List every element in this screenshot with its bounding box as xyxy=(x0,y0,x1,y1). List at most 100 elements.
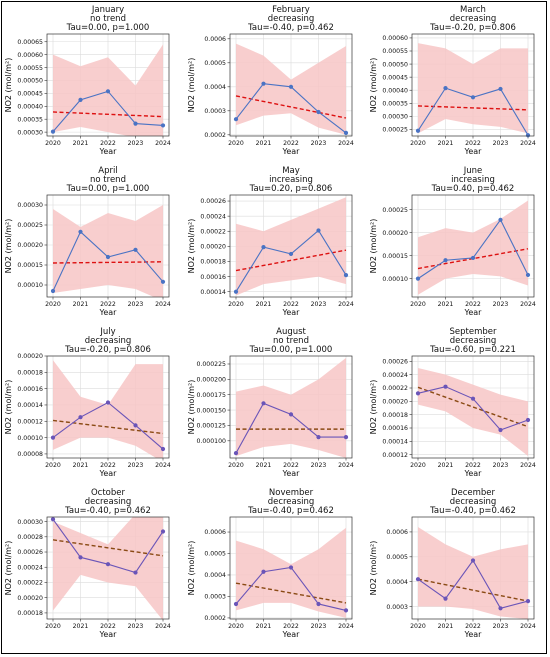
y-tick-label: 0.00035 xyxy=(17,116,43,123)
data-point xyxy=(105,254,111,260)
data-point xyxy=(316,601,321,607)
data-point xyxy=(343,272,349,278)
data-point xyxy=(498,217,503,222)
y-tick-label: 0.000150 xyxy=(196,407,226,414)
x-tick-label: 2022 xyxy=(465,301,481,308)
y-axis-label: NO2 (mol/m²) xyxy=(4,541,13,596)
x-tick-label: 2021 xyxy=(73,301,89,308)
x-tick-label: 2020 xyxy=(410,140,426,147)
chart-stats: Tau=-0.20, p=0.806 xyxy=(429,23,516,33)
x-tick-label: 2022 xyxy=(283,140,299,147)
y-tick-label: 0.00010 xyxy=(17,435,43,442)
y-axis-label: NO2 (mol/m²) xyxy=(4,380,13,435)
y-tick-label: 0.0006 xyxy=(204,529,226,536)
x-tick-label: 2021 xyxy=(256,140,272,147)
data-point xyxy=(160,123,166,128)
y-tick-label: 0.00008 xyxy=(17,451,43,458)
x-tick-label: 2022 xyxy=(100,301,116,308)
chart-title: September xyxy=(450,327,497,337)
data-point xyxy=(415,391,421,396)
data-point xyxy=(50,288,56,294)
x-axis-label: Year xyxy=(282,147,301,156)
data-point xyxy=(78,415,83,420)
y-tick-label: 0.00025 xyxy=(382,207,408,214)
confidence-band xyxy=(236,197,346,296)
x-tick-label: 2021 xyxy=(438,462,454,469)
plot-area xyxy=(411,194,535,298)
y-axis-label: NO2 (mol/m²) xyxy=(187,380,196,435)
x-tick-label: 2020 xyxy=(228,140,244,147)
x-axis-label: Year xyxy=(282,469,301,478)
x-axis-label: Year xyxy=(99,469,118,478)
data-point xyxy=(470,558,476,563)
data-point xyxy=(443,258,448,263)
x-tick-label: 2023 xyxy=(311,462,327,469)
y-tick-label: 0.00026 xyxy=(382,359,408,366)
x-tick-label: 2021 xyxy=(438,301,454,308)
y-tick-label: 0.00018 xyxy=(17,610,43,617)
y-tick-label: 0.0003 xyxy=(204,594,226,601)
data-point xyxy=(78,229,83,234)
y-tick-label: 0.0003 xyxy=(204,108,226,115)
x-tick-label: 2022 xyxy=(100,140,116,147)
y-tick-label: 0.00026 xyxy=(17,549,43,556)
plot-area xyxy=(229,355,353,459)
y-tick-label: 0.00045 xyxy=(382,74,408,81)
x-tick-label: 2021 xyxy=(73,623,89,630)
data-point xyxy=(288,412,294,417)
y-tick-label: 0.00020 xyxy=(200,244,226,251)
data-point xyxy=(498,606,503,611)
y-tick-label: 0.0006 xyxy=(204,36,226,43)
y-tick-label: 0.00010 xyxy=(382,276,408,283)
data-point xyxy=(316,228,321,233)
x-tick-label: 2024 xyxy=(155,301,171,308)
data-point xyxy=(50,517,56,522)
chart-title: June xyxy=(463,166,483,176)
y-tick-label: 0.00020 xyxy=(17,353,43,360)
x-tick-label: 2022 xyxy=(283,623,299,630)
y-axis-label: NO2 (mol/m²) xyxy=(369,58,378,113)
y-axis-label: NO2 (mol/m²) xyxy=(187,219,196,274)
data-point xyxy=(105,89,111,94)
chart-subtitle: decreasing xyxy=(85,336,132,346)
x-tick-label: 2024 xyxy=(338,462,354,469)
trend-line xyxy=(417,105,529,111)
chart-title: January xyxy=(91,5,124,15)
y-tick-label: 0.00016 xyxy=(200,274,226,281)
data-point xyxy=(233,289,239,294)
x-tick-label: 2022 xyxy=(465,462,481,469)
y-tick-label: 0.00030 xyxy=(17,519,43,526)
y-axis-label: NO2 (mol/m²) xyxy=(369,219,378,274)
confidence-band xyxy=(53,517,163,619)
y-tick-label: 0.00040 xyxy=(382,87,408,94)
confidence-band xyxy=(53,360,163,458)
trend-line xyxy=(235,582,347,604)
x-tick-label: 2020 xyxy=(45,462,61,469)
x-axis-label: Year xyxy=(99,308,118,317)
y-tick-label: 0.00028 xyxy=(17,534,43,541)
x-tick-label: 2020 xyxy=(228,301,244,308)
confidence-band xyxy=(418,526,528,619)
data-point xyxy=(415,128,421,133)
x-axis-label: Year xyxy=(99,147,118,156)
confidence-band xyxy=(236,357,346,458)
y-tick-label: 0.00025 xyxy=(17,222,43,229)
y-tick-label: 0.00018 xyxy=(382,412,408,419)
y-tick-label: 0.00024 xyxy=(17,564,43,571)
x-tick-label: 2023 xyxy=(311,623,327,630)
plot-area xyxy=(229,516,353,620)
chart-stats: Tau=-0.20, p=0.806 xyxy=(64,345,151,355)
chart-stats: Tau=-0.40, p=0.462 xyxy=(64,506,151,516)
chart-subtitle: decreasing xyxy=(450,336,497,346)
y-tick-label: 0.00014 xyxy=(200,289,226,296)
confidence-band xyxy=(418,200,528,295)
y-tick-label: 0.00055 xyxy=(17,65,43,72)
chart-title: March xyxy=(460,5,486,15)
y-tick-label: 0.0004 xyxy=(386,579,408,586)
data-point xyxy=(470,95,476,100)
x-tick-label: 2023 xyxy=(128,140,144,147)
